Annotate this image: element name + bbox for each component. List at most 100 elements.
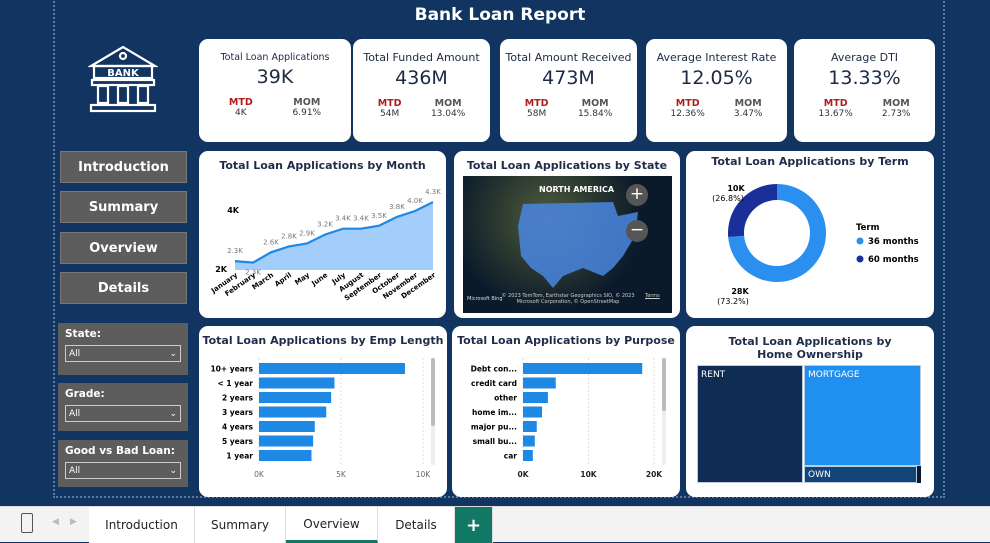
data-label: 2.6K: [263, 238, 279, 246]
mom-value: 6.91%: [292, 108, 322, 118]
kpi-title: Total Amount Received: [505, 51, 632, 64]
mom-value: 3.47%: [733, 109, 763, 119]
kpi-card: Total Amount Received 473M MTD 58M MOM 15.…: [500, 39, 637, 142]
mom-value: 13.04%: [430, 109, 466, 119]
kpi-value: 436M: [395, 67, 448, 89]
slice-pct-label: (26.8%): [712, 194, 744, 203]
page-tab-bar: ◀ ▶ Introduction Summary Overview Detail…: [0, 506, 990, 543]
report-frame: [53, 0, 945, 498]
treemap-other[interactable]: [917, 466, 921, 483]
donut-slice: [728, 184, 826, 282]
mtd-label: MTD: [675, 98, 700, 109]
loan-quality-dropdown-value: All: [69, 465, 81, 476]
x-tick-label: 0K: [254, 470, 265, 479]
nav-overview-button[interactable]: Overview: [60, 232, 187, 264]
nav-introduction-button[interactable]: Introduction: [60, 151, 187, 183]
zoom-out-button[interactable]: −: [626, 220, 648, 242]
term-donut-chart: 10K(26.8%) 28K(73.2%) Term 36 months 60 mont…: [712, 184, 919, 306]
bar: [523, 450, 533, 461]
slice-value-label: 28K: [731, 287, 749, 296]
tab-details[interactable]: Details: [378, 507, 455, 543]
bank-logo: BANK: [88, 45, 158, 113]
emp-length-chart-title: Total Loan Applications by Emp Length: [202, 334, 444, 347]
slice-pct-label: (73.2%): [717, 297, 749, 306]
bank-logo-text: BANK: [107, 68, 140, 79]
mobile-layout-icon[interactable]: [21, 513, 33, 533]
category-label: car: [504, 452, 518, 461]
category-label: Debt con...: [471, 365, 518, 374]
legend-title: Term: [856, 223, 880, 233]
x-tick-label: 20K: [646, 470, 663, 479]
treemap-rent[interactable]: RENT: [697, 365, 803, 483]
tab-summary[interactable]: Summary: [195, 507, 286, 543]
map-attribution: © 2023 TomTom, Earthstar Geographics SIO…: [501, 293, 635, 305]
data-label: 2.3K: [245, 269, 261, 277]
kpi-title: Total Loan Applications: [220, 52, 330, 63]
bar: [259, 435, 314, 447]
nav-details-button[interactable]: Details: [60, 272, 187, 304]
bar: [259, 363, 405, 374]
category-label: 2 years: [222, 394, 254, 403]
x-tick-label: 5K: [336, 470, 347, 479]
home-ownership-title: Total Loan Applications by Home Ownershi…: [728, 335, 892, 361]
scrollbar-thumb[interactable]: [662, 358, 666, 411]
kpi-card: Total Loan Applications 39K MTD 4K MOM 6.9…: [199, 39, 351, 142]
treemap-mortgage[interactable]: MORTGAGE: [804, 365, 921, 466]
category-label: < 1 year: [218, 379, 254, 388]
tab-overview[interactable]: Overview: [286, 507, 378, 543]
category-label: major pu...: [471, 423, 517, 432]
mom-label: MOM: [882, 98, 910, 109]
bar: [259, 392, 332, 403]
data-label: 2.3K: [227, 247, 243, 255]
nav-summary-button[interactable]: Summary: [60, 191, 187, 223]
grade-dropdown-value: All: [69, 408, 81, 419]
x-tick-label: 0K: [517, 470, 529, 479]
prev-page-arrow-icon[interactable]: ◀: [52, 517, 59, 527]
category-label: home im...: [472, 408, 517, 417]
data-label: 2.8K: [281, 232, 297, 240]
kpi-value: 39K: [256, 66, 294, 88]
state-dropdown[interactable]: All ⌄: [65, 345, 181, 362]
legend-marker: [856, 255, 864, 263]
treemap-rent-label: RENT: [701, 370, 726, 380]
state-map-card: Total Loan Applications by State NORTH A…: [454, 151, 680, 318]
mtd-value: 12.36%: [670, 109, 705, 119]
bar: [523, 406, 542, 418]
scrollbar-thumb[interactable]: [431, 358, 435, 426]
treemap-mortgage-label: MORTGAGE: [808, 370, 860, 380]
treemap-own[interactable]: OWN: [804, 466, 917, 483]
loan-quality-dropdown[interactable]: All ⌄: [65, 462, 181, 479]
kpi-value: 473M: [542, 67, 595, 89]
mom-label: MOM: [293, 97, 321, 108]
mtd-value: 4K: [234, 108, 247, 118]
state-dropdown-value: All: [69, 348, 81, 359]
category-label: credit card: [471, 379, 517, 388]
add-page-button[interactable]: +: [455, 507, 493, 543]
legend-marker: [856, 237, 864, 245]
category-label: small bu...: [473, 437, 517, 446]
map-terms-link[interactable]: Terms: [645, 293, 660, 299]
state-map[interactable]: NORTH AMERICA + − Microsoft Bing © 2023 …: [463, 176, 672, 313]
mtd-label: MTD: [377, 98, 402, 109]
next-page-arrow-icon[interactable]: ▶: [70, 517, 77, 527]
bar: [259, 406, 327, 418]
mtd-value: 54M: [380, 109, 400, 119]
grade-dropdown[interactable]: All ⌄: [65, 405, 181, 422]
category-label: 5 years: [222, 437, 254, 446]
chevron-down-icon: ⌄: [169, 348, 177, 359]
y-tick-label: 4K: [227, 206, 240, 215]
category-label: 1 year: [226, 452, 253, 461]
data-label: 2.9K: [299, 229, 315, 237]
state-map-title: Total Loan Applications by State: [466, 159, 668, 172]
mtd-value: 58M: [527, 109, 547, 119]
tab-introduction[interactable]: Introduction: [89, 507, 195, 543]
map-brand: Microsoft Bing: [467, 296, 503, 302]
data-label: 4.3K: [425, 188, 441, 196]
purpose-chart-card: Total Loan Applications by Purpose 0K 10K…: [452, 326, 680, 497]
term-chart-card: Total Loan Applications by Term 10K (26.8…: [686, 151, 934, 318]
grade-filter-label: Grade:: [65, 388, 105, 400]
bar: [259, 377, 335, 389]
zoom-in-button[interactable]: +: [626, 184, 648, 206]
chevron-down-icon: ⌄: [169, 465, 177, 476]
